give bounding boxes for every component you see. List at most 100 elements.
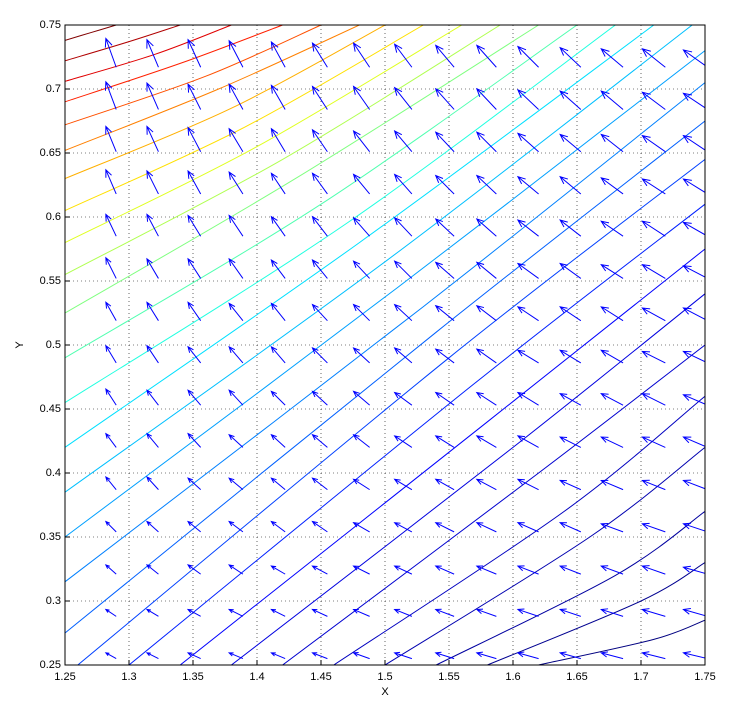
contour-line (65, 25, 539, 314)
arrow (105, 432, 117, 448)
contour-line (128, 203, 705, 665)
arrow (311, 390, 328, 406)
contour-line (65, 25, 386, 180)
arrow (270, 608, 286, 617)
contour-line (333, 395, 705, 665)
x-tick-label: 1.3 (121, 671, 136, 683)
arrow (600, 608, 624, 617)
arrow (187, 214, 202, 237)
arrow (393, 347, 413, 364)
y-tick-label: 0.75 (40, 19, 61, 31)
arrow (393, 608, 413, 617)
arrow (558, 479, 582, 491)
arrow (516, 608, 539, 617)
arrow (600, 177, 624, 195)
arrow (600, 133, 624, 153)
arrow (352, 130, 371, 153)
contour-line (65, 25, 463, 244)
contour-line (179, 248, 705, 665)
y-axis-label: Y (14, 341, 26, 349)
arrow (311, 565, 328, 575)
arrow (187, 169, 202, 195)
arrow (475, 348, 497, 364)
arrow (475, 261, 497, 279)
arrow (146, 389, 159, 406)
y-tick-label: 0.45 (40, 403, 61, 415)
arrow (227, 652, 244, 660)
arrow (228, 302, 244, 321)
arrow (558, 565, 582, 575)
arrow (352, 347, 370, 364)
arrow (682, 565, 705, 574)
arrow (352, 260, 371, 279)
contour-line (77, 159, 705, 665)
arrow (105, 213, 117, 237)
arrow (270, 40, 286, 68)
arrow (434, 565, 455, 575)
arrow (682, 307, 705, 320)
arrow (559, 262, 582, 279)
arrow (558, 436, 582, 448)
arrow (311, 347, 328, 364)
arrow (146, 169, 159, 195)
contour-line (65, 25, 693, 493)
arrow (434, 435, 455, 448)
y-tick-label: 0.6 (46, 211, 61, 223)
arrow (352, 478, 370, 491)
arrow (146, 476, 159, 490)
arrow (146, 38, 159, 68)
arrow (516, 262, 539, 279)
arrow (516, 565, 539, 575)
arrow (187, 477, 202, 491)
y-tick-label: 0.7 (46, 83, 61, 95)
arrow (641, 220, 666, 237)
arrow (311, 520, 328, 533)
arrow (599, 651, 624, 660)
arrow (187, 126, 202, 152)
arrow (559, 219, 582, 237)
arrow (641, 522, 666, 533)
arrow (516, 522, 539, 533)
arrow (434, 651, 455, 660)
x-tick-label: 1.55 (438, 671, 459, 683)
arrow (311, 652, 328, 660)
arrow (516, 306, 539, 322)
arrow (311, 303, 328, 322)
arrow (434, 174, 455, 195)
arrow (145, 608, 159, 617)
arrow (104, 564, 117, 575)
contour-line (384, 447, 705, 665)
arrow (104, 520, 117, 533)
arrow (187, 83, 202, 110)
arrow (641, 651, 666, 660)
arrow (186, 564, 201, 575)
arrow (641, 393, 666, 406)
arrow (146, 213, 159, 237)
arrow (145, 520, 159, 533)
y-tick-label: 0.35 (40, 531, 61, 543)
arrow (311, 433, 328, 448)
arrow (352, 303, 370, 322)
arrow (228, 520, 244, 533)
arrow (516, 349, 539, 364)
arrow (228, 214, 244, 237)
x-tick-label: 1.65 (566, 671, 587, 683)
arrow (600, 306, 624, 322)
arrow (270, 172, 286, 195)
arrow (352, 652, 370, 660)
arrow (475, 218, 497, 237)
arrow (228, 257, 244, 279)
x-tick-label: 1.6 (505, 671, 520, 683)
arrow (641, 134, 666, 153)
arrow (270, 84, 286, 110)
arrow (475, 304, 497, 322)
arrow (145, 564, 159, 575)
arrow (434, 44, 455, 68)
arrow (393, 260, 413, 279)
arrow (641, 350, 666, 364)
arrow (186, 608, 201, 617)
contours (65, 25, 705, 665)
arrow (393, 522, 413, 533)
arrow (187, 38, 202, 68)
arrow (187, 520, 201, 533)
